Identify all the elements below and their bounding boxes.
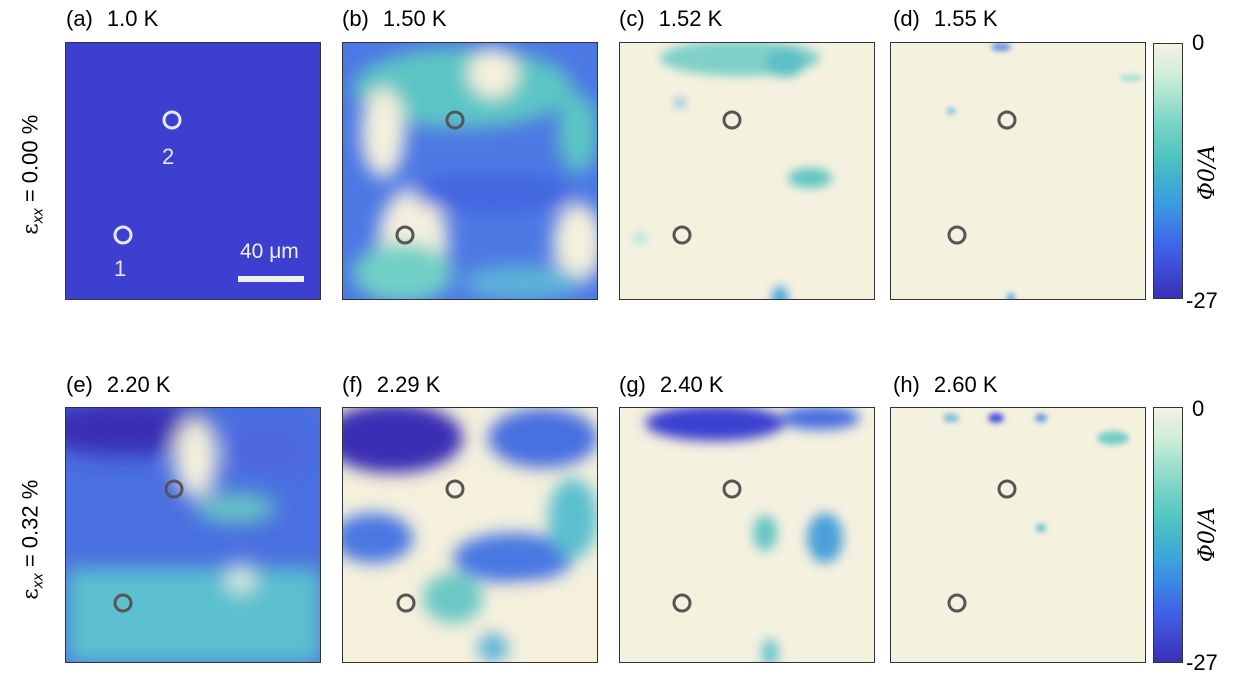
colorbar-axis-label: Φ0/A [1195,506,1221,563]
flux-map-h [890,407,1146,663]
panel-temperature: 1.55 K [933,6,998,31]
panel-temperature: 2.20 K [106,372,171,397]
row-label-strain-1: εxx = 0.32 % [17,450,46,630]
strain-value: = 0.32 % [17,479,43,574]
row-label-strain-0: εxx = 0.00 % [17,85,46,265]
panel-label-a: (a) 1.0 K [66,6,158,32]
panel-label-b: (b) 1.50 K [342,6,447,32]
colorbar-max-label: 0 [1192,396,1205,421]
flux-map-g [619,407,875,663]
panel-tag: (e) [66,372,93,397]
colorbar-top [1153,43,1183,299]
panel-label-e: (e) 2.20 K [66,372,171,398]
panel-tag: (d) [893,6,920,31]
panel-temperature: 2.60 K [933,372,998,397]
flux-map-d [890,42,1146,300]
colorbar-min-label: -27 [1186,288,1218,313]
panel-temperature: 1.0 K [106,6,159,31]
panel-temperature: 1.52 K [658,6,723,31]
panel-tag: (b) [342,6,369,31]
panel-temperature: 2.40 K [659,372,724,397]
panel-tag: (c) [619,6,645,31]
panel-tag: (a) [66,6,93,31]
panel-label-g: (g) 2.40 K [619,372,724,398]
scale-bar-label: 40 μm [240,240,299,263]
flux-map-a [65,42,321,300]
flux-map-e [65,407,321,663]
panel-label-d: (d) 1.55 K [893,6,998,32]
strain-value: = 0.00 % [17,114,43,209]
panel-tag: (h) [893,372,920,397]
flux-map-f [342,407,598,663]
marker-circle-2 [162,110,182,130]
strain-symbol: ε [18,223,44,235]
panel-temperature: 1.50 K [382,6,447,31]
panel-temperature: 2.29 K [376,372,441,397]
colorbar-max-label: 0 [1192,30,1205,55]
panel-tag: (f) [342,372,363,397]
point-label-1: 1 [114,256,127,281]
point-label-2: 2 [162,144,175,169]
scale-bar [238,276,304,282]
colorbar-axis-label: Φ0/A [1195,144,1221,201]
strain-subscript: xx [29,573,47,589]
strain-subscript: xx [29,208,47,224]
panel-tag: (g) [619,372,646,397]
flux-map-b [342,42,598,300]
panel-label-h: (h) 2.60 K [893,372,998,398]
flux-map-c [619,42,875,300]
strain-symbol: ε [18,588,44,600]
panel-label-f: (f) 2.29 K [342,372,440,398]
panel-label-c: (c) 1.52 K [619,6,722,32]
colorbar-bottom [1153,407,1183,663]
marker-circle-1 [113,225,133,245]
colorbar-min-label: -27 [1186,650,1218,675]
